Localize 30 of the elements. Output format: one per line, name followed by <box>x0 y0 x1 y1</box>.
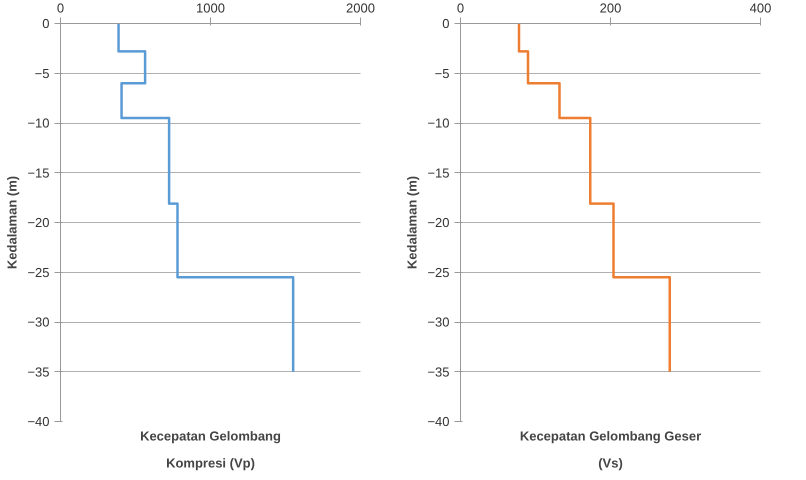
x-axis-title: Kecepatan Gelombang Geser (Vs) <box>520 428 702 470</box>
x-tick-label: 400 <box>750 0 772 16</box>
y-tick-label: −30 <box>27 314 50 330</box>
y-tick-label: −5 <box>434 66 450 81</box>
y-axis-title: Kedalaman (m) <box>4 176 20 270</box>
y-tick-label: 0 <box>442 16 450 31</box>
x-tick-label: 200 <box>600 0 622 16</box>
y-tick-label: −25 <box>27 264 50 280</box>
x-tick-label: 2000 <box>346 0 375 16</box>
y-tick-label: −15 <box>427 165 450 180</box>
y-tick-label: 0 <box>42 16 50 31</box>
y-axis-title: Kedalaman (m) <box>404 176 420 270</box>
x-tick-label: 0 <box>456 0 464 16</box>
y-tick-label: −40 <box>27 414 50 429</box>
line-series <box>117 24 294 373</box>
y-tick-label: −35 <box>27 364 50 380</box>
y-tick-label: −10 <box>27 116 50 130</box>
x-tick-label: 0 <box>56 0 64 16</box>
y-tick-label: −5 <box>34 66 50 81</box>
y-tick-label: −35 <box>427 364 450 380</box>
x-axis-title: Kecepatan Gelombang Kompresi (Vp) <box>140 428 281 470</box>
y-tick-label: −20 <box>27 215 50 230</box>
y-tick-label: −30 <box>427 314 450 330</box>
line-series <box>518 24 671 373</box>
y-tick-label: −10 <box>427 116 450 130</box>
y-tick-label: −20 <box>427 215 450 230</box>
y-tick-label: −40 <box>427 414 450 429</box>
y-tick-label: −15 <box>27 165 50 180</box>
x-tick-label: 1000 <box>196 0 225 16</box>
y-tick-label: −25 <box>427 264 450 280</box>
